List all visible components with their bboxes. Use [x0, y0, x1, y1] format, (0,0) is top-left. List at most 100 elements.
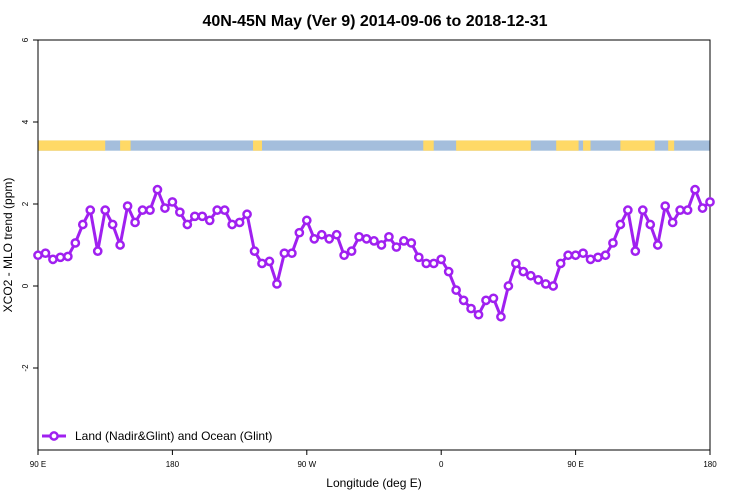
y-tick-label: 4 — [21, 119, 30, 124]
land-segment — [423, 140, 434, 151]
data-point — [511, 258, 521, 269]
x-axis-label: Longitude (deg E) — [326, 476, 421, 490]
data-point — [346, 246, 357, 256]
data-point — [137, 205, 148, 215]
data-point — [436, 254, 447, 265]
data-point — [160, 203, 170, 213]
data-point — [481, 295, 491, 306]
data-point — [182, 219, 193, 230]
ocean-band — [38, 140, 710, 151]
data-point — [197, 211, 208, 222]
land-segment — [556, 140, 579, 151]
data-point — [70, 238, 81, 248]
data-point — [316, 229, 327, 240]
data-point — [167, 197, 178, 207]
data-point — [406, 238, 417, 248]
data-point — [100, 205, 111, 215]
x-tick-label: 180 — [703, 460, 717, 469]
data-point — [369, 236, 379, 246]
y-axis-label: XCO2 - MLO trend (ppm) — [1, 178, 15, 313]
data-point — [578, 248, 588, 259]
data-point — [518, 266, 529, 277]
data-point — [115, 240, 125, 250]
data-point — [593, 252, 603, 263]
data-point — [92, 246, 103, 256]
data-point — [189, 211, 200, 222]
data-point — [309, 234, 320, 244]
data-point — [287, 248, 297, 259]
data-point — [339, 250, 349, 261]
chart-title: 40N-45N May (Ver 9) 2014-09-06 to 2018-1… — [202, 13, 547, 30]
data-point — [55, 252, 66, 263]
y-tick-label: -2 — [21, 364, 30, 372]
x-axis: 90 E 180 90 W 0 90 E 180 — [30, 450, 717, 469]
data-point — [637, 205, 648, 215]
data-point — [443, 266, 454, 277]
data-point — [585, 254, 596, 265]
data-point — [660, 201, 671, 211]
data-point — [242, 209, 252, 220]
data-point — [212, 205, 223, 215]
data-point — [623, 205, 633, 215]
data-point — [615, 219, 626, 230]
data-point — [145, 205, 155, 215]
data-point — [175, 207, 185, 218]
data-point — [219, 205, 230, 215]
data-point — [608, 238, 618, 248]
data-point — [331, 229, 342, 240]
data-point — [384, 231, 394, 242]
data-point — [675, 205, 685, 215]
plot-frame — [37, 39, 711, 451]
data-point — [413, 252, 424, 263]
data-point — [540, 279, 551, 289]
data-point — [697, 203, 708, 213]
data-point — [361, 234, 372, 244]
data-point — [466, 303, 476, 314]
data-point — [249, 246, 260, 256]
data-point — [667, 217, 678, 228]
y-tick-label: 2 — [21, 201, 30, 206]
x-tick-label: 180 — [166, 460, 180, 469]
data-point — [376, 240, 387, 250]
data-point — [324, 234, 335, 244]
data-point — [600, 250, 611, 261]
data-point — [458, 295, 469, 306]
land-segment — [253, 140, 262, 151]
data-point — [630, 246, 641, 256]
land-segment — [668, 140, 675, 151]
data-point — [451, 285, 461, 295]
data-point — [234, 217, 245, 228]
data-point — [488, 293, 499, 304]
data-point — [264, 256, 275, 267]
data-point — [533, 275, 544, 285]
y-axis: -2 0 2 4 6 — [21, 37, 38, 372]
data-point — [257, 258, 267, 269]
series-layer — [33, 184, 715, 322]
land-segment — [38, 140, 106, 151]
data-point — [354, 231, 364, 242]
data-point — [690, 184, 700, 195]
data-point — [652, 240, 663, 250]
legend-marker — [49, 431, 59, 441]
land-ocean-band — [38, 140, 710, 151]
data-point — [294, 227, 305, 238]
land-segment — [620, 140, 655, 151]
data-point — [48, 254, 58, 265]
legend: Land (Nadir&Glint) and Ocean (Glint) — [42, 429, 272, 443]
x-tick-label: 0 — [439, 460, 444, 469]
x-tick-label: 90 W — [297, 460, 316, 469]
data-point — [496, 311, 506, 322]
data-point — [473, 309, 484, 320]
data-point — [33, 250, 43, 261]
data-point — [428, 258, 439, 269]
data-point — [421, 258, 432, 269]
data-point — [645, 219, 656, 230]
data-point — [682, 205, 693, 215]
data-point — [152, 184, 163, 195]
x-tick-label: 90 E — [30, 460, 46, 469]
data-point — [272, 279, 282, 289]
data-point — [399, 236, 409, 246]
data-point — [301, 215, 312, 226]
x-tick-label: 90 E — [567, 460, 583, 469]
